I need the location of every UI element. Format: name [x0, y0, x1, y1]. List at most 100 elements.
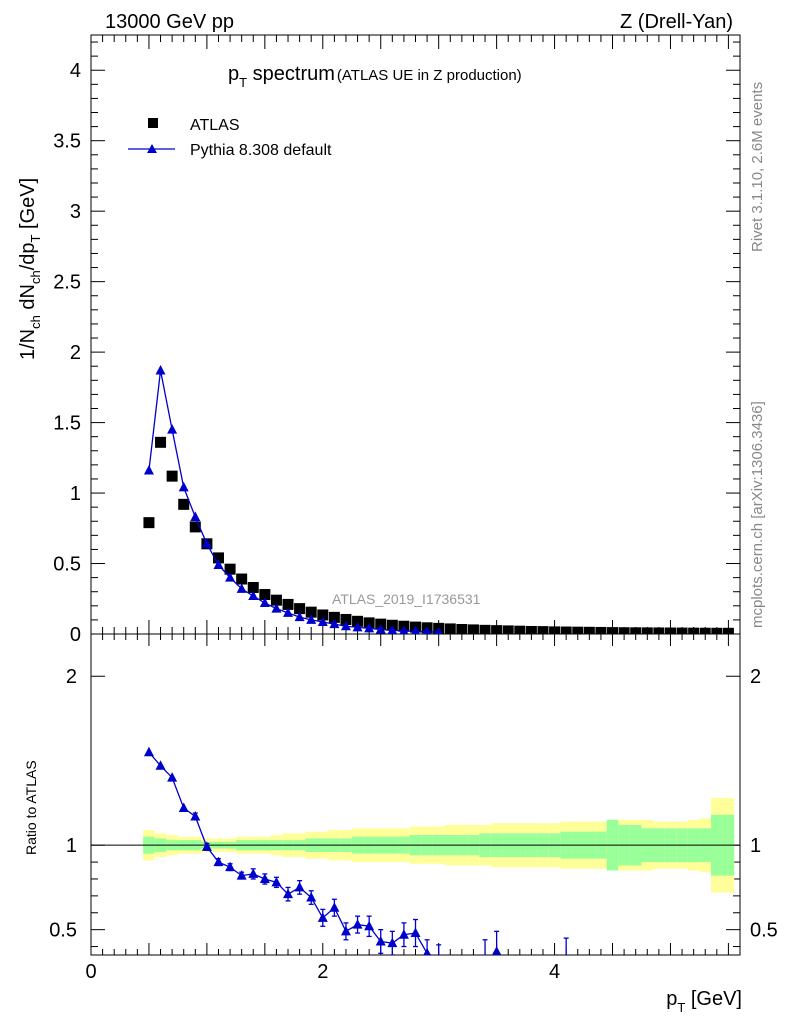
ratio-point	[364, 920, 375, 931]
top-ytick-label: 0.5	[53, 554, 81, 576]
ratio-ytick-label-left: 2	[66, 666, 77, 688]
atlas-point	[259, 589, 271, 601]
pythia-point	[236, 583, 247, 593]
atlas-point	[711, 627, 723, 634]
ratio-point	[306, 892, 317, 902]
atlas-point	[444, 623, 456, 634]
atlas-point	[467, 624, 479, 634]
top-ytick-label: 2.5	[53, 272, 81, 294]
atlas-point	[525, 625, 537, 634]
x-axis-label: pT [GeV]	[666, 988, 742, 1015]
ratio-panel-marks	[143, 746, 569, 955]
atlas-point	[479, 624, 491, 634]
plot-title: pT spectrum (ATLAS UE in Z production)	[228, 63, 522, 90]
pythia-point	[283, 607, 294, 617]
ratio-point	[225, 861, 236, 872]
atlas-point	[155, 436, 167, 448]
top-panel-frame	[90, 34, 741, 635]
top-ytick-label: 3	[70, 201, 81, 223]
atlas-point	[572, 626, 584, 634]
ratio-point	[491, 946, 502, 955]
atlas-point	[317, 609, 329, 621]
atlas-point	[583, 626, 595, 634]
ratio-point	[155, 760, 166, 770]
ratio-point	[565, 952, 568, 955]
xtick-label: 4	[549, 961, 560, 983]
pythia-point	[364, 622, 375, 633]
atlas-point	[166, 470, 178, 482]
energy-label: 13000 GeV pp	[105, 11, 234, 33]
atlas-point	[664, 627, 676, 634]
pythia-point	[411, 625, 420, 634]
ratio-ytick-label-right: 1	[750, 835, 761, 857]
pythia-point	[155, 364, 166, 375]
pythia-point	[271, 603, 282, 613]
atlas-point	[676, 627, 688, 634]
pythia-point	[375, 623, 386, 634]
top-ylabel: 1/Nch dNch/dpT [GeV]	[17, 178, 43, 360]
ratio-ytick-label-left: 1	[66, 835, 77, 857]
atlas-point	[641, 627, 653, 634]
ratio-point	[213, 856, 224, 867]
atlas-point	[224, 563, 236, 575]
analysis-watermark: ATLAS_2019_I1736531	[332, 591, 481, 607]
atlas-point	[189, 521, 201, 533]
atlas-point	[294, 603, 306, 615]
atlas-point	[270, 594, 282, 606]
ratio-point	[423, 947, 431, 955]
ratio-axis-ticks	[90, 634, 740, 955]
pythia-point	[178, 481, 189, 492]
ratio-point	[201, 841, 212, 851]
atlas-point	[328, 611, 340, 623]
ratio-point	[143, 746, 154, 757]
ratio-point	[259, 873, 270, 883]
pythia-point	[423, 626, 432, 634]
legend-atlas-marker	[148, 118, 158, 128]
pythia-point	[317, 616, 328, 627]
pythia-point	[259, 597, 270, 607]
ratio-point	[248, 868, 259, 878]
ratio-point	[398, 929, 409, 939]
ratio-point	[352, 919, 363, 929]
pythia-point	[201, 538, 212, 548]
pythia-point	[352, 621, 363, 632]
pythia-point	[387, 624, 398, 634]
tick-labels: 0 0.5 1 1.5 2 2.5 3 3.5 4 0 2 4 0.5 0.5 1 1 2 2	[49, 60, 778, 983]
ratio-ytick-label-left: 0.5	[49, 920, 77, 942]
atlas-point	[340, 613, 352, 625]
atlas-point	[537, 626, 549, 634]
top-ytick-label: 3.5	[53, 131, 81, 153]
pythia-point	[434, 626, 443, 634]
ratio-point	[271, 876, 282, 887]
ratio-panel-frame	[90, 633, 741, 956]
ratio-point	[375, 935, 386, 946]
atlas-point	[630, 627, 642, 634]
atlas-point	[549, 626, 561, 634]
ratio-point	[410, 927, 421, 938]
process-label: Z (Drell-Yan)	[620, 11, 733, 33]
pythia-point	[248, 590, 259, 600]
ratio-ylabel: Ratio to ATLAS	[23, 760, 39, 855]
atlas-point	[560, 626, 572, 634]
pythia-point	[190, 511, 201, 522]
atlas-point	[618, 627, 630, 634]
top-ytick-label: 4	[70, 60, 81, 82]
atlas-point	[491, 625, 503, 634]
pythia-point	[340, 620, 351, 631]
ratio-point	[236, 870, 247, 880]
top-ytick-label: 1.5	[53, 413, 81, 435]
atlas-point	[514, 625, 526, 634]
top-ytick-label: 1	[70, 483, 81, 505]
legend-atlas-label: ATLAS	[190, 117, 240, 134]
ratio-point	[190, 810, 201, 821]
atlas-point	[699, 627, 711, 634]
pythia-point	[225, 572, 236, 582]
pythia-point	[167, 424, 178, 434]
ratio-point	[484, 954, 486, 955]
atlas-point	[236, 573, 248, 585]
ratio-point	[283, 888, 294, 899]
ratio-point	[340, 925, 351, 936]
ratio-point	[294, 881, 305, 892]
ratio-point	[317, 912, 328, 922]
